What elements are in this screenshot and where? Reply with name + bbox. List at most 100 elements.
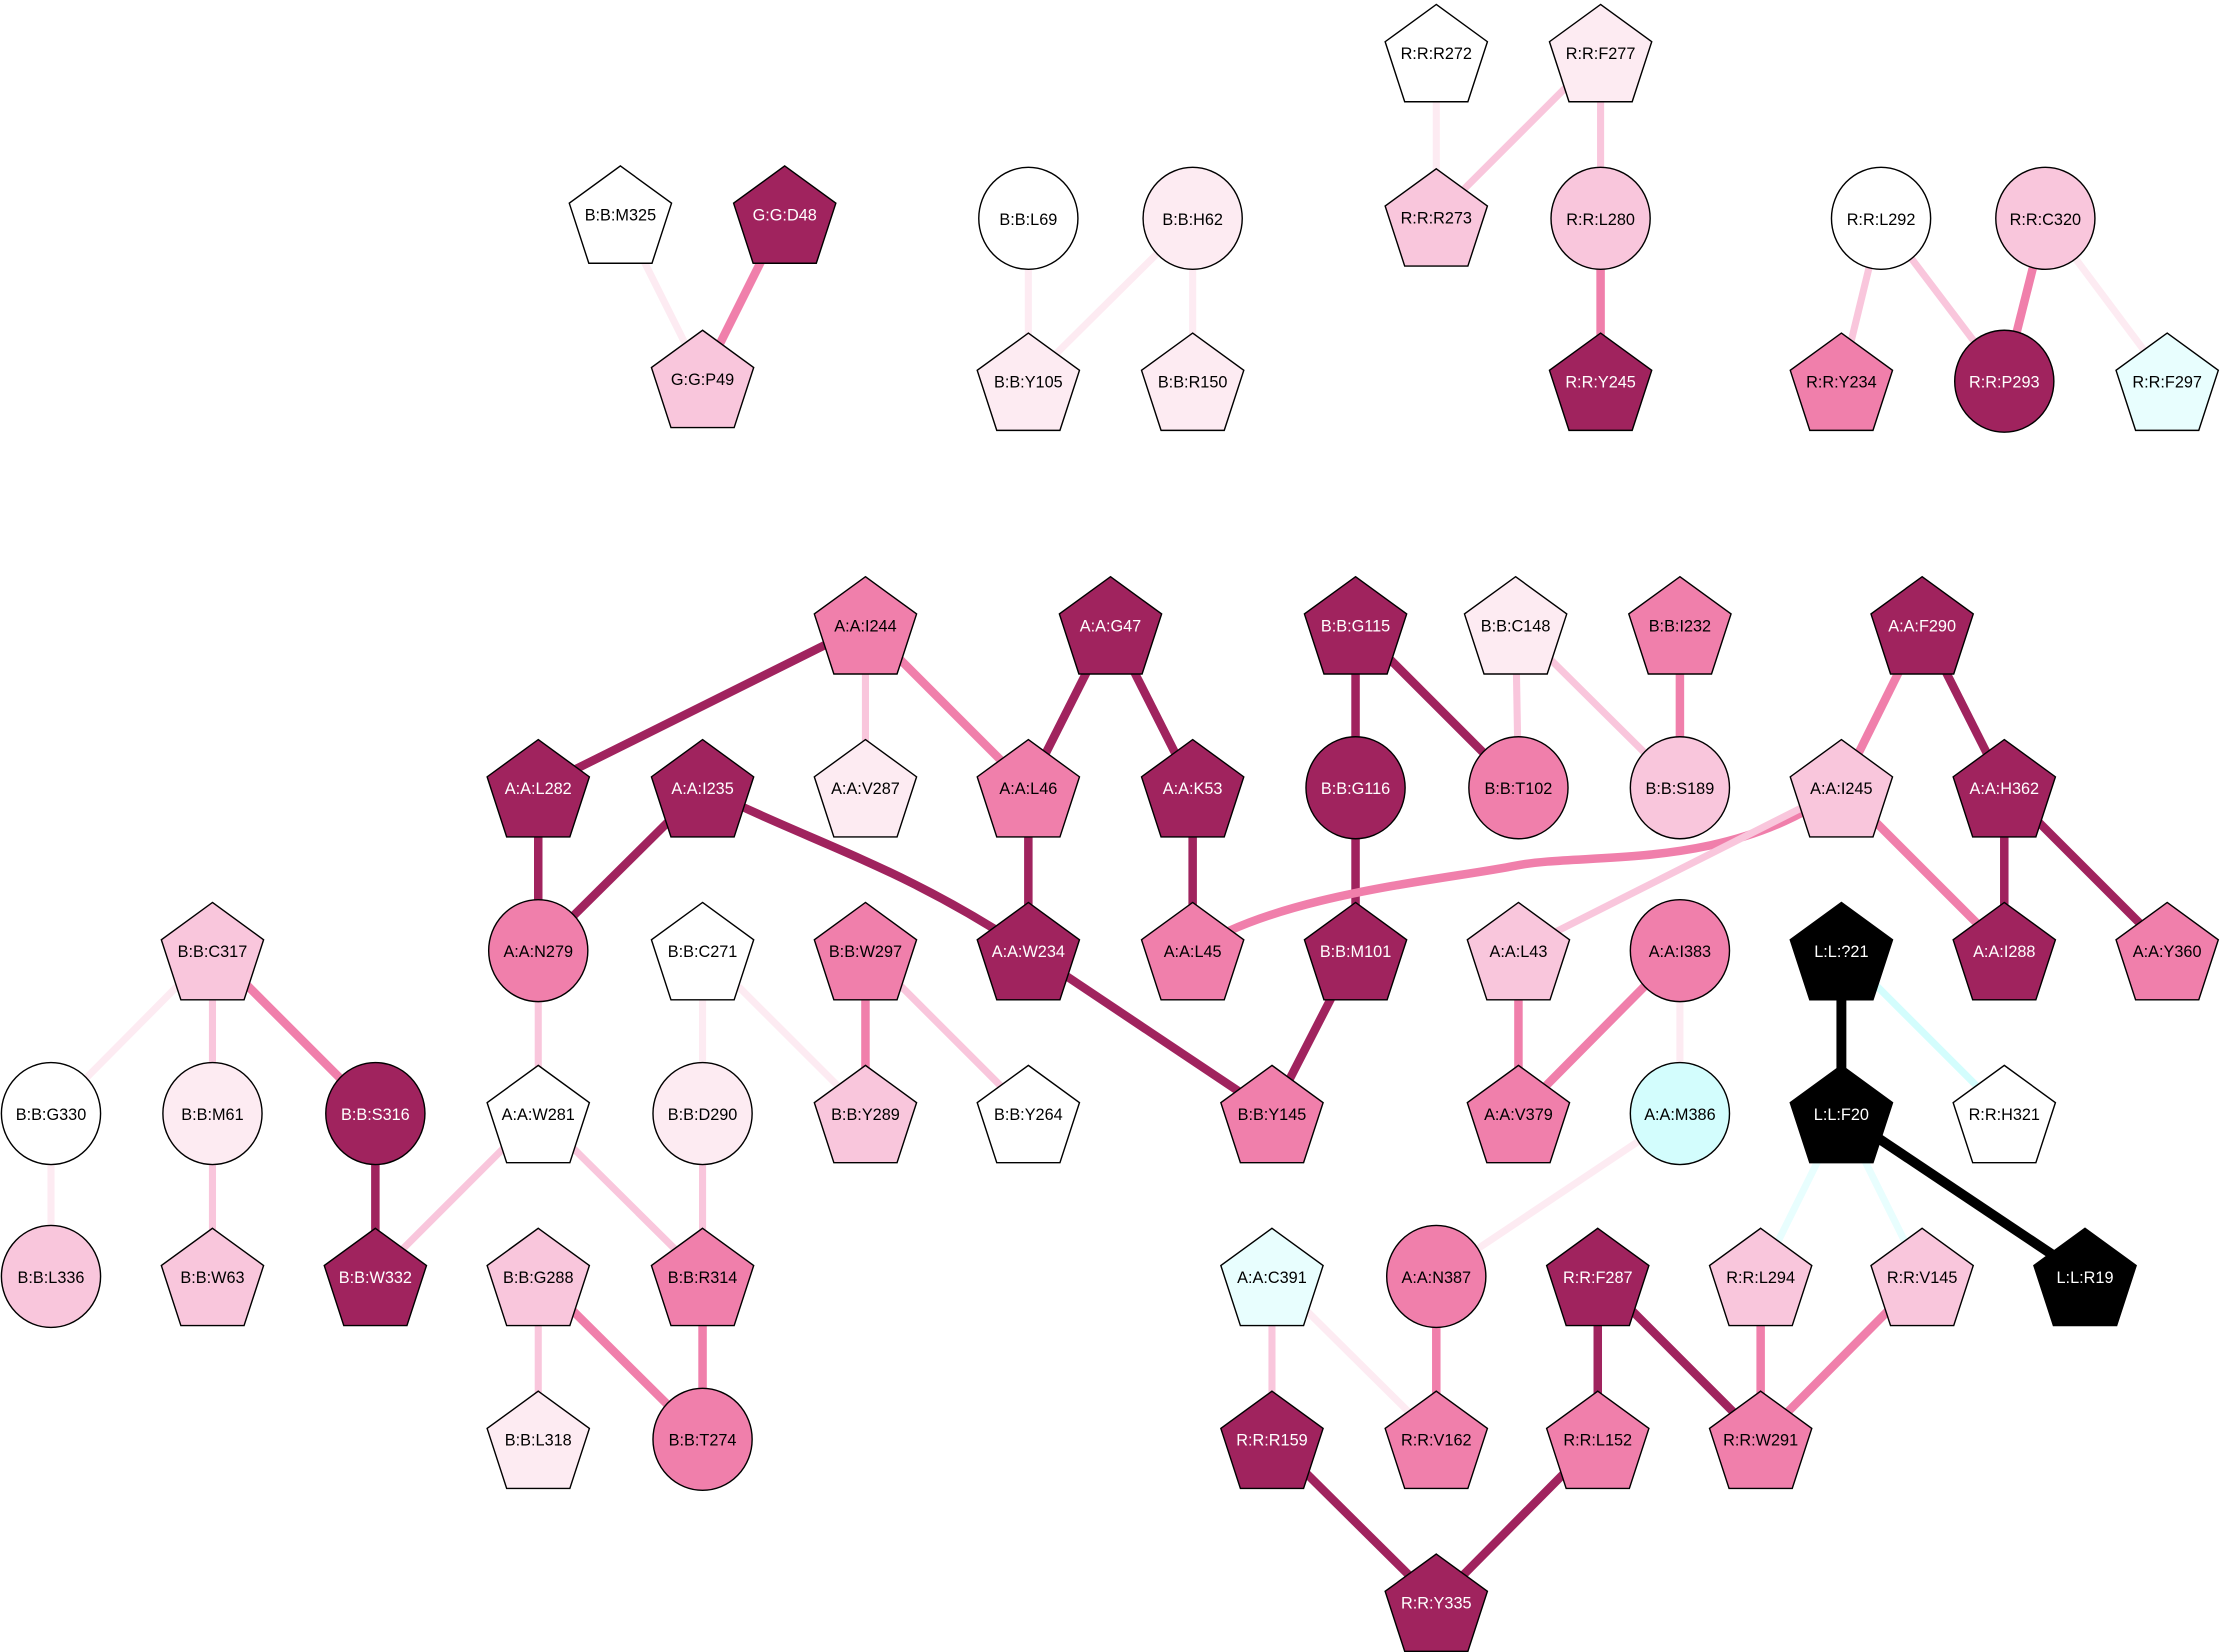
node-a-a-i235[interactable]: A:A:I235: [650, 738, 755, 838]
node-b-b-t274[interactable]: B:B:T274: [652, 1387, 753, 1492]
node-b-b-g330[interactable]: B:B:G330: [0, 1061, 102, 1166]
node-r-r-l152[interactable]: R:R:L152: [1545, 1390, 1650, 1490]
pentagon-node-shape: [568, 165, 673, 264]
node-a-a-l45[interactable]: A:A:L45: [1140, 901, 1245, 1001]
node-a-a-l46[interactable]: A:A:L46: [976, 738, 1081, 838]
node-r-r-r273[interactable]: R:R:R273: [1384, 167, 1489, 267]
node-a-a-c391[interactable]: A:A:C391: [1220, 1227, 1324, 1327]
node-b-b-m101[interactable]: B:B:M101: [1303, 901, 1408, 1001]
node-b-b-m325[interactable]: B:B:M325: [568, 165, 673, 264]
pentagon-node-shape: [1463, 575, 1568, 675]
node-label: A:A:I288: [1973, 943, 2035, 961]
node-label: B:B:L336: [18, 1269, 85, 1287]
node-l-l-r19[interactable]: L:L:R19: [2033, 1227, 2137, 1327]
node-r-r-y234[interactable]: R:R:Y234: [1789, 332, 1894, 432]
node-a-a-v287[interactable]: A:A:V287: [813, 738, 918, 838]
node-b-b-r314[interactable]: B:B:R314: [650, 1227, 755, 1327]
node-b-b-l69[interactable]: B:B:L69: [978, 166, 1079, 271]
node-a-a-v379[interactable]: A:A:V379: [1466, 1064, 1571, 1164]
node-l-l-21[interactable]: L:L:?21: [1789, 901, 1894, 1001]
node-b-b-g116[interactable]: B:B:G116: [1305, 736, 1406, 840]
node-b-b-w332[interactable]: B:B:W332: [323, 1227, 428, 1327]
node-r-r-w291[interactable]: R:R:W291: [1708, 1390, 1813, 1490]
node-label: A:A:L282: [505, 780, 572, 798]
node-a-a-f290[interactable]: A:A:F290: [1870, 575, 1975, 675]
node-a-a-g47[interactable]: A:A:G47: [1058, 575, 1163, 675]
node-r-r-r272[interactable]: R:R:R272: [1384, 3, 1489, 103]
node-a-a-i288[interactable]: A:A:I288: [1952, 901, 2057, 1001]
node-b-b-s189[interactable]: B:B:S189: [1629, 736, 1731, 840]
node-b-b-g115[interactable]: B:B:G115: [1303, 575, 1408, 675]
node-b-b-i232[interactable]: B:B:I232: [1627, 575, 1732, 675]
node-r-r-y245[interactable]: R:R:Y245: [1548, 332, 1653, 432]
node-b-b-s316[interactable]: B:B:S316: [325, 1061, 426, 1166]
node-label: B:B:L318: [505, 1432, 572, 1450]
node-a-a-n279[interactable]: A:A:N279: [487, 898, 589, 1003]
node-label: R:R:V145: [1887, 1269, 1958, 1287]
node-a-a-w234[interactable]: A:A:W234: [976, 901, 1081, 1001]
node-r-r-f297[interactable]: R:R:F297: [2115, 332, 2220, 432]
node-b-b-g288[interactable]: B:B:G288: [486, 1227, 591, 1327]
node-a-a-w281[interactable]: A:A:W281: [486, 1064, 591, 1164]
node-r-r-c320[interactable]: R:R:C320: [1995, 166, 2096, 271]
node-r-r-f277[interactable]: R:R:F277: [1548, 3, 1653, 103]
node-r-r-v162[interactable]: R:R:V162: [1384, 1390, 1489, 1490]
node-a-a-l43[interactable]: A:A:L43: [1466, 901, 1571, 1001]
node-b-b-w63[interactable]: B:B:W63: [160, 1227, 265, 1327]
node-a-a-h362[interactable]: A:A:H362: [1952, 738, 2057, 838]
node-a-a-i383[interactable]: A:A:I383: [1629, 898, 1731, 1003]
node-b-b-c148[interactable]: B:B:C148: [1463, 575, 1568, 675]
node-r-r-l294[interactable]: R:R:L294: [1708, 1227, 1813, 1327]
node-label: L:L:F20: [1814, 1106, 1869, 1124]
node-r-r-l292[interactable]: R:R:L292: [1830, 166, 1932, 271]
node-r-r-y335[interactable]: R:R:Y335: [1384, 1553, 1489, 1652]
node-b-b-r150[interactable]: B:B:R150: [1140, 332, 1245, 432]
circle-node-shape: [1386, 1224, 1487, 1329]
node-b-b-c317[interactable]: B:B:C317: [160, 901, 265, 1001]
node-a-a-k53[interactable]: A:A:K53: [1140, 738, 1245, 838]
node-label: A:A:V287: [831, 780, 900, 798]
node-r-r-l280[interactable]: R:R:L280: [1550, 166, 1651, 271]
pentagon-node-shape: [976, 1064, 1081, 1164]
node-g-g-d48[interactable]: G:G:D48: [732, 165, 837, 264]
edge-a-a-i235-a-a-w234: [700, 783, 1031, 955]
node-a-a-n387[interactable]: A:A:N387: [1386, 1224, 1487, 1329]
circle-node-shape: [978, 166, 1079, 271]
node-label: R:R:W291: [1723, 1432, 1798, 1450]
node-a-a-l282[interactable]: A:A:L282: [486, 738, 591, 838]
node-a-a-m386[interactable]: A:A:M386: [1629, 1061, 1731, 1166]
node-r-r-r159[interactable]: R:R:R159: [1220, 1390, 1324, 1490]
node-a-a-y360[interactable]: A:A:Y360: [2115, 901, 2220, 1001]
node-r-r-p293[interactable]: R:R:P293: [1953, 329, 2055, 433]
node-b-b-y264[interactable]: B:B:Y264: [976, 1064, 1081, 1164]
node-b-b-l336[interactable]: B:B:L336: [0, 1224, 102, 1329]
node-b-b-h62[interactable]: B:B:H62: [1142, 166, 1243, 271]
node-a-a-i244[interactable]: A:A:I244: [813, 575, 918, 675]
node-label: B:B:R150: [1158, 374, 1228, 392]
node-b-b-m61[interactable]: B:B:M61: [162, 1061, 263, 1166]
node-r-r-f287[interactable]: R:R:F287: [1545, 1227, 1650, 1327]
node-layer: B:B:M325 G:G:D48 G:G:P49 B:B:L69 B:B:H62 B:B:…: [0, 3, 2220, 1652]
pentagon-node-shape: [1952, 738, 2057, 838]
node-a-a-i245[interactable]: A:A:I245: [1789, 738, 1894, 838]
node-label: G:G:D48: [753, 207, 817, 225]
node-l-l-f20[interactable]: L:L:F20: [1789, 1064, 1894, 1164]
pentagon-node-shape: [1140, 738, 1245, 838]
node-b-b-d290[interactable]: B:B:D290: [652, 1061, 753, 1166]
node-label: R:R:R273: [1401, 209, 1472, 227]
pentagon-node-shape: [1952, 901, 2057, 1001]
node-label: B:B:G330: [16, 1106, 87, 1124]
node-b-b-c271[interactable]: B:B:C271: [650, 901, 755, 1001]
node-b-b-t102[interactable]: B:B:T102: [1468, 736, 1569, 840]
node-label: B:B:H62: [1162, 211, 1223, 229]
node-b-b-y289[interactable]: B:B:Y289: [813, 1064, 918, 1164]
circle-node-shape: [0, 1224, 102, 1329]
node-r-r-v145[interactable]: R:R:V145: [1870, 1227, 1975, 1327]
node-g-g-p49[interactable]: G:G:P49: [650, 329, 755, 429]
node-b-b-y105[interactable]: B:B:Y105: [976, 332, 1081, 432]
node-b-b-l318[interactable]: B:B:L318: [486, 1390, 591, 1490]
node-label: A:A:I383: [1649, 943, 1711, 961]
node-b-b-w297[interactable]: B:B:W297: [813, 901, 918, 1001]
node-b-b-y145[interactable]: B:B:Y145: [1220, 1064, 1324, 1164]
node-r-r-h321[interactable]: R:R:H321: [1952, 1064, 2057, 1164]
